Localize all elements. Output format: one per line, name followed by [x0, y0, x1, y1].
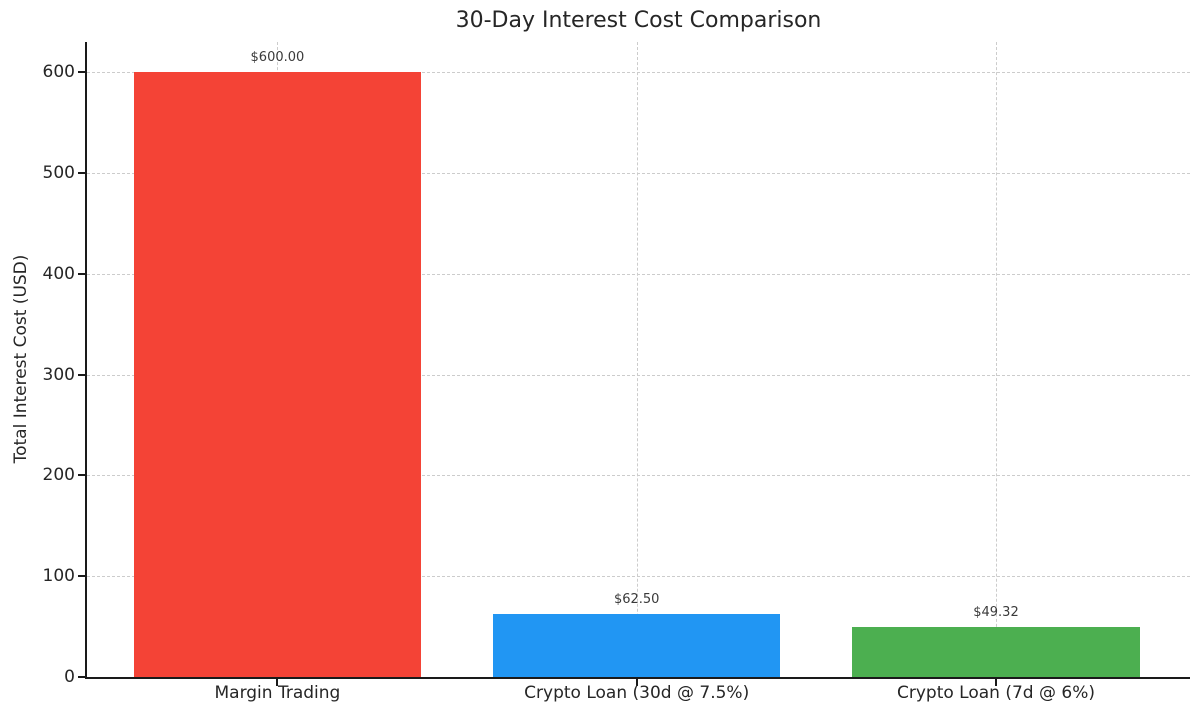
y-tick-label: 400 [42, 263, 75, 284]
bar-value-label: $49.32 [973, 605, 1019, 621]
y-tick-label: 600 [42, 62, 75, 83]
y-tick-mark [78, 373, 85, 376]
y-tick-label: 0 [64, 667, 75, 687]
h-gridline [87, 475, 1190, 477]
y-tick-label: 500 [42, 163, 75, 184]
h-gridline [87, 173, 1190, 175]
h-gridline [87, 273, 1190, 275]
y-tick-mark [78, 272, 85, 275]
y-tick-label: 300 [42, 364, 75, 385]
x-tick-mark [994, 679, 997, 686]
x-tick-label: Margin Trading [214, 683, 341, 703]
y-tick-mark [78, 575, 85, 578]
y-tick-mark [78, 676, 85, 678]
x-tick-label: Crypto Loan (30d @ 7.5%) [524, 683, 750, 703]
y-tick-label: 100 [42, 566, 75, 587]
h-gridline [87, 576, 1190, 578]
y-tick-mark [78, 172, 85, 175]
x-axis-spine [85, 677, 1190, 679]
v-gridline [995, 42, 997, 677]
bar [852, 627, 1140, 677]
x-tick-mark [635, 679, 638, 686]
bar [133, 72, 422, 677]
y-axis-spine [85, 42, 87, 679]
chart-title: 30-Day Interest Cost Comparison [455, 8, 822, 33]
y-tick-mark [78, 71, 85, 74]
bar-value-label: $62.50 [613, 592, 660, 607]
y-tick-label: 200 [42, 465, 75, 486]
bar [492, 614, 781, 677]
x-tick-label: Crypto Loan (7d @ 6%) [896, 683, 1095, 703]
bar-value-label: $600.00 [250, 50, 305, 66]
h-gridline [87, 72, 1190, 74]
plot-area: 0 100 200 300 400 500 600 $600.00 Margin Trading… [43, 42, 1190, 703]
y-tick-mark [78, 474, 85, 477]
v-gridline [636, 42, 638, 677]
y-axis-label: Total Interest Cost (USD) [11, 254, 31, 464]
x-tick-mark [276, 679, 279, 686]
h-gridline [87, 374, 1190, 376]
